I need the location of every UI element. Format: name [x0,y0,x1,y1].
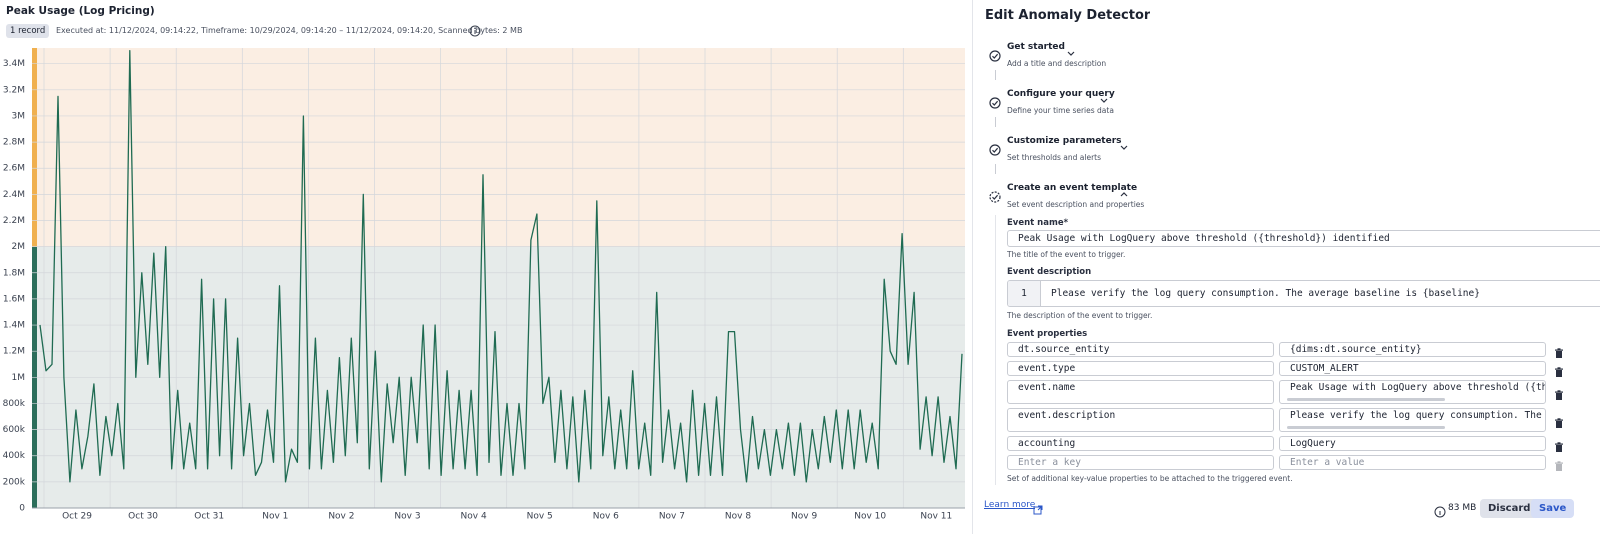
property-value[interactable]: {dims:dt.source_entity} [1279,342,1546,357]
info-icon[interactable] [468,24,482,38]
step-subtitle: Set thresholds and alerts [1007,153,1102,162]
field-label: Event properties [1007,329,1088,339]
property-key-input[interactable]: Enter a key [1007,455,1274,470]
field-help: The title of the event to trigger. [1007,250,1126,259]
field-help: The description of the event to trigger. [1007,311,1153,320]
editor-title: Edit Anomaly Detector [985,8,1151,23]
y-tick-label: 1M [12,373,26,383]
field-label: Event description [1007,267,1092,277]
y-tick-label: 3.4M [3,59,25,69]
y-tick-label: 1.4M [3,321,25,331]
panel-title: Peak Usage (Log Pricing) [6,5,155,17]
delete-icon[interactable] [1554,414,1564,433]
delete-icon[interactable] [1554,386,1564,405]
run-meta: Executed at: 11/12/2024, 09:14:22, Timef… [56,26,523,35]
step-connector [995,70,996,80]
y-tick-label: 1.6M [3,294,25,304]
scrollbar [1287,398,1445,401]
discard-button[interactable]: Discard [1480,499,1539,518]
step-subtitle: Set event description and properties [1007,200,1145,209]
scrollbar [1287,426,1445,429]
y-tick-label: 2.4M [3,190,25,200]
step-icon [989,188,1001,207]
delete-icon-disabled [1554,457,1564,476]
y-tick-label: 400k [3,451,26,461]
step-icon [989,94,1001,113]
field-label: Event name* [1007,218,1069,228]
y-tick-label: 2.8M [3,138,25,148]
x-tick-label: Nov 4 [461,512,487,522]
result-size: 83 MB [1448,503,1477,513]
step-connector [995,117,996,127]
above-threshold-band [32,48,965,247]
x-tick-label: Nov 9 [791,512,817,522]
property-key[interactable]: event.name [1007,380,1274,404]
save-button[interactable]: Save [1531,499,1575,518]
event-name-input[interactable]: Peak Usage with LogQuery above threshold… [1007,230,1600,247]
x-tick-label: Nov 7 [659,512,685,522]
record-badge[interactable]: 1 record [6,24,50,38]
field-help: Set of additional key-value properties t… [1007,474,1293,483]
y-tick-label: 2.6M [3,164,25,174]
x-tick-label: Nov 11 [920,512,952,522]
y-tick-label: 2.2M [3,216,25,226]
step-subtitle: Add a title and description [1007,59,1107,68]
step-chevron[interactable] [1099,90,1109,109]
delete-icon[interactable] [1554,363,1564,382]
property-value[interactable]: CUSTOM_ALERT [1279,361,1546,376]
y-tick-label: 800k [3,399,26,409]
property-value[interactable]: LogQuery [1279,436,1546,451]
x-tick-label: Nov 5 [527,512,553,522]
x-tick-label: Nov 6 [593,512,619,522]
x-tick-label: Oct 30 [128,512,158,522]
step-subtitle: Define your time series data [1007,106,1114,115]
code-text: Please verify the log query consumption.… [1051,288,1480,299]
y-tick-label: 0 [19,504,25,514]
step-title[interactable]: Get started [1007,42,1065,52]
y-tick-label: 3.2M [3,85,25,95]
line-number: 1 [1008,281,1041,306]
x-tick-label: Nov 10 [854,512,886,522]
step-title[interactable]: Customize parameters [1007,136,1122,146]
step-title[interactable]: Create an event template [1007,183,1138,193]
editor-panel: Edit Anomaly Detector Get started Add a ti… [975,0,1600,534]
x-tick-label: Oct 31 [194,512,224,522]
series-line [39,49,963,483]
section-rule [995,215,996,485]
step-title[interactable]: Configure your query [1007,89,1115,99]
delete-icon[interactable] [1554,438,1564,457]
step-chevron[interactable] [1119,137,1129,156]
y-tick-label: 200k [3,477,26,487]
x-tick-label: Nov 2 [328,512,354,522]
threshold-strip-above [32,48,37,247]
size-info-icon [1434,503,1446,522]
step-chevron[interactable] [1119,184,1129,203]
learn-more-link[interactable]: Learn more [984,500,1036,510]
y-tick-label: 2M [12,242,26,252]
y-tick-label: 1.8M [3,268,25,278]
x-tick-label: Nov 8 [725,512,751,522]
step-chevron[interactable] [1066,43,1076,62]
y-tick-label: 1.2M [3,347,25,357]
step-icon [989,141,1001,160]
divider [972,0,973,534]
chart: 0 200k 400k 600k 800k 1M 1.2M 1.4M 1.6M 1.8M 2M 2.2… [3,48,965,522]
x-tick-label: Nov 3 [394,512,420,522]
y-tick-label: 600k [3,425,26,435]
property-key[interactable]: accounting [1007,436,1274,451]
property-value-input[interactable]: Enter a value [1279,455,1546,470]
y-tick-label: 3M [12,111,26,121]
event-description-editor[interactable]: 1 Please verify the log query consumption… [1007,280,1600,307]
delete-icon[interactable] [1554,344,1564,363]
x-tick-label: Nov 1 [262,512,288,522]
property-key[interactable]: event.description [1007,408,1274,432]
x-tick-label: Oct 29 [62,512,92,522]
step-icon [989,47,1001,66]
external-link-icon [1033,500,1043,519]
property-key[interactable]: event.type [1007,361,1274,376]
property-key[interactable]: dt.source_entity [1007,342,1274,357]
step-connector [995,164,996,174]
